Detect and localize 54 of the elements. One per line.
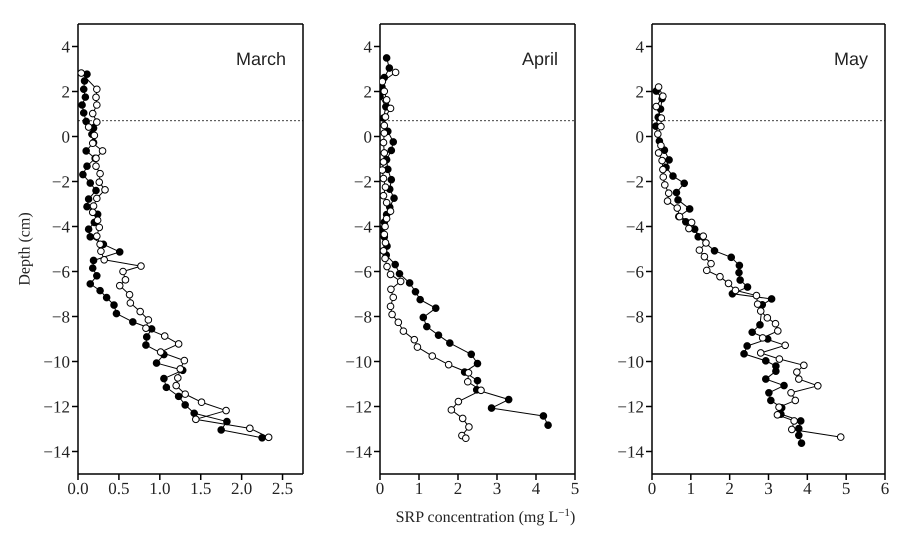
y-tick-label: −4 <box>354 218 372 237</box>
y-tick-label: 0 <box>364 128 372 147</box>
y-tick-label: −4 <box>52 218 70 237</box>
x-tick-label: 3 <box>764 479 773 498</box>
y-tick-label: −2 <box>354 172 372 192</box>
y-tick-label: −12 <box>617 398 644 417</box>
x-tick-label: 0 <box>376 479 384 498</box>
y-tick-label: 0 <box>62 128 70 147</box>
y-tick-label: −14 <box>345 442 372 462</box>
x-tick-label: 1 <box>686 479 696 498</box>
y-tick-label: 4 <box>62 38 70 57</box>
x-tick-label: 5 <box>570 479 580 498</box>
x-axis-title: SRP concentration (mg L$^{−1}$) <box>396 507 576 526</box>
x-tick-label: 1.5 <box>190 479 212 498</box>
x-tick-label: 2 <box>725 479 734 498</box>
y-tick-label: 2 <box>636 82 644 102</box>
y-tick-label: −6 <box>52 262 70 282</box>
y-tick-label: 4 <box>364 38 372 57</box>
annotation: April <box>522 49 558 70</box>
annotation: March <box>236 49 286 70</box>
y-tick-label: 2 <box>364 82 372 102</box>
y-tick-label: −12 <box>345 398 372 417</box>
x-tick-label: 3 <box>492 479 502 498</box>
y-tick-label: −12 <box>43 398 70 417</box>
y-tick-label: −2 <box>52 172 70 192</box>
y-tick-label: −10 <box>43 352 70 372</box>
annotation: May <box>834 49 868 70</box>
y-tick-label: −6 <box>626 262 644 282</box>
x-tick-label: 4 <box>803 479 812 498</box>
x-tick-label: 2.5 <box>272 479 294 498</box>
x-tick-label: 0.5 <box>108 479 130 498</box>
y-axis-title: Depth (cm) <box>16 212 34 286</box>
x-tick-label: 6 <box>880 479 890 498</box>
x-tick-label: 4 <box>532 479 541 498</box>
y-tick-label: −6 <box>354 262 372 282</box>
y-tick-label: −8 <box>626 308 644 327</box>
y-tick-label: −8 <box>354 308 372 327</box>
y-tick-label: −14 <box>617 442 644 462</box>
y-tick-label: −10 <box>345 352 372 372</box>
x-tick-label: 2.0 <box>231 479 252 498</box>
y-tick-label: −8 <box>52 308 70 327</box>
x-tick-label: 1.0 <box>149 479 170 498</box>
y-tick-label: −4 <box>626 218 644 237</box>
y-tick-label: −2 <box>626 172 644 192</box>
x-tick-label: 2 <box>454 479 462 498</box>
x-tick-label: 0 <box>648 479 656 498</box>
x-tick-label: 5 <box>842 479 850 498</box>
y-tick-label: 4 <box>636 38 644 57</box>
y-tick-label: −10 <box>617 352 644 372</box>
y-tick-label: −14 <box>43 442 70 462</box>
x-tick-label: 1 <box>414 479 424 498</box>
x-tick-label: 0.0 <box>67 479 89 498</box>
y-tick-label: 0 <box>636 128 644 147</box>
y-tick-label: 2 <box>62 82 70 102</box>
